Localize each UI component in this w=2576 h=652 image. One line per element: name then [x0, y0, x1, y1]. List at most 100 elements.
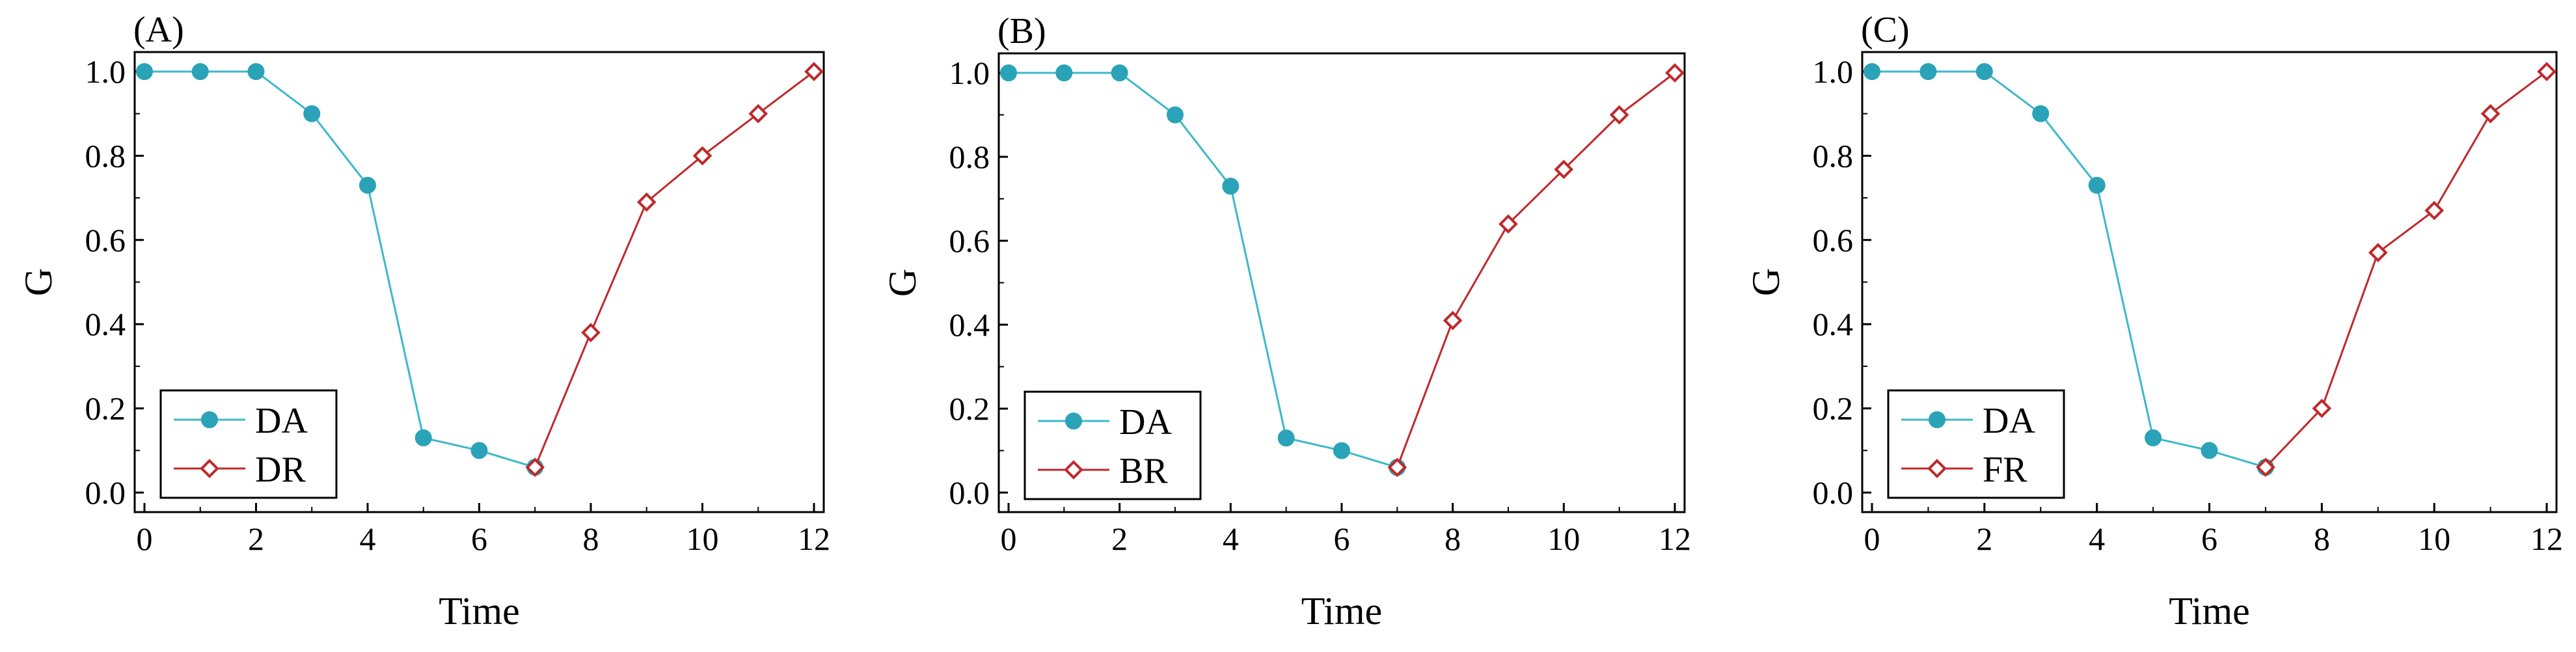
y-tick-label: 1.0: [949, 55, 990, 91]
data-point-da: [1111, 64, 1128, 81]
series-line-dr: [534, 70, 815, 468]
x-tick-label: 10: [2418, 521, 2450, 557]
legend-box: [1887, 389, 2065, 499]
data-point-da: [1167, 106, 1184, 124]
data-point-dr: [581, 323, 601, 342]
y-tick-label: 0.4: [949, 306, 990, 343]
series-line-da: [144, 70, 536, 469]
y-axis-title: G: [881, 269, 924, 297]
data-point-da: [1333, 442, 1350, 459]
y-tick-label: 0.6: [1813, 222, 1854, 258]
x-tick-label: 8: [2314, 521, 2330, 557]
data-point-da: [1919, 63, 1937, 80]
legend-label-da: DA: [1119, 402, 1172, 442]
legend-label-da: DA: [255, 401, 308, 441]
data-point-fr: [2312, 398, 2332, 418]
x-tick-label: 0: [1864, 521, 1880, 557]
x-tick-label: 2: [1111, 521, 1128, 557]
data-point-dr: [748, 103, 768, 124]
series-line-da: [1009, 72, 1398, 469]
y-tick-label: 0.2: [1813, 390, 1854, 427]
legend-label-br: BR: [1119, 451, 1168, 491]
data-point-da: [359, 176, 376, 194]
legend-marker-da: [1929, 411, 1946, 428]
series-line-da: [1872, 70, 2266, 469]
x-tick-label: 2: [248, 521, 264, 557]
x-tick-label: 10: [686, 521, 719, 557]
x-tick-label: 12: [1659, 521, 1691, 557]
x-tick-label: 0: [137, 521, 153, 557]
y-tick-label: 0.8: [1813, 137, 1854, 174]
x-tick-label: 4: [1223, 521, 1239, 557]
data-point-da: [191, 63, 209, 80]
x-tick-label: 6: [1334, 521, 1350, 557]
x-axis-title: Time: [1301, 590, 1383, 632]
data-point-da: [2145, 429, 2162, 446]
data-point-fr: [2368, 243, 2388, 263]
data-point-fr: [2424, 200, 2444, 221]
data-point-fr: [2480, 103, 2501, 124]
data-point-da: [1277, 429, 1295, 447]
data-point-dr: [636, 192, 657, 212]
panel-label: (C): [1861, 10, 1910, 50]
legend-label-dr: DR: [255, 450, 306, 490]
legend-marker-da: [201, 411, 218, 428]
x-tick-label: 6: [2201, 521, 2217, 557]
data-point-da: [470, 442, 488, 459]
x-tick-label: 12: [798, 521, 830, 557]
data-point-da: [1222, 178, 1240, 195]
data-point-br: [1443, 310, 1463, 331]
y-tick-label: 0.0: [1813, 474, 1854, 511]
y-tick-label: 0.2: [949, 390, 990, 427]
x-tick-label: 4: [360, 521, 376, 557]
data-point-da: [136, 63, 153, 80]
data-point-br: [1609, 105, 1629, 125]
data-point-da: [2088, 176, 2106, 194]
panel-label: (A): [133, 10, 184, 50]
series-line-fr: [2264, 70, 2547, 469]
data-point-da: [1000, 64, 1017, 81]
y-tick-label: 0.2: [85, 390, 126, 427]
x-tick-label: 8: [583, 521, 599, 557]
x-tick-label: 12: [2530, 521, 2563, 557]
y-tick-label: 0.8: [85, 137, 126, 174]
x-tick-label: 10: [1547, 521, 1580, 557]
data-point-dr: [804, 62, 824, 81]
x-tick-label: 6: [471, 521, 487, 557]
data-point-da: [303, 105, 321, 122]
y-tick-label: 0.4: [85, 306, 126, 342]
chart-panel-1: 0 2 4 6 8 10 12 0.0 0.2 0.4 0.6 0.8 1.0 Time G (B) DA BR: [881, 11, 1691, 632]
data-point-fr: [2537, 62, 2556, 81]
y-tick-label: 0.0: [949, 474, 990, 511]
y-axis-title: G: [1744, 268, 1787, 296]
legend-label-fr: FR: [1983, 450, 2027, 490]
y-tick-label: 0.4: [1813, 306, 1854, 342]
x-axis-title: Time: [439, 590, 520, 632]
legend-marker-br: [1064, 460, 1083, 480]
legend-box: [1024, 390, 1202, 500]
y-tick-label: 0.6: [949, 223, 990, 259]
y-axis-title: G: [17, 268, 60, 296]
chart-panel-0: 0 2 4 6 8 10 12 0.0 0.2 0.4 0.6 0.8 1.0 Time G (A) DA DR: [17, 10, 830, 632]
legend-label-da: DA: [1983, 401, 2035, 441]
data-point-da: [247, 63, 265, 80]
data-point-da: [2201, 442, 2218, 459]
data-point-br: [1554, 159, 1574, 180]
x-tick-label: 0: [1001, 521, 1017, 557]
data-point-br: [1665, 63, 1685, 83]
y-tick-label: 0.8: [949, 139, 990, 175]
data-point-dr: [525, 457, 545, 478]
data-point-dr: [692, 146, 712, 166]
data-point-da: [1864, 63, 1880, 80]
y-tick-label: 0.6: [85, 222, 126, 258]
data-point-da: [1975, 63, 1993, 80]
panel-label: (B): [997, 11, 1046, 51]
y-tick-label: 1.0: [1813, 53, 1854, 90]
x-axis-title: Time: [2169, 590, 2250, 632]
data-point-da: [414, 429, 432, 446]
series-line-br: [1396, 72, 1675, 468]
data-point-fr: [2256, 457, 2275, 478]
data-point-da: [1055, 64, 1073, 81]
